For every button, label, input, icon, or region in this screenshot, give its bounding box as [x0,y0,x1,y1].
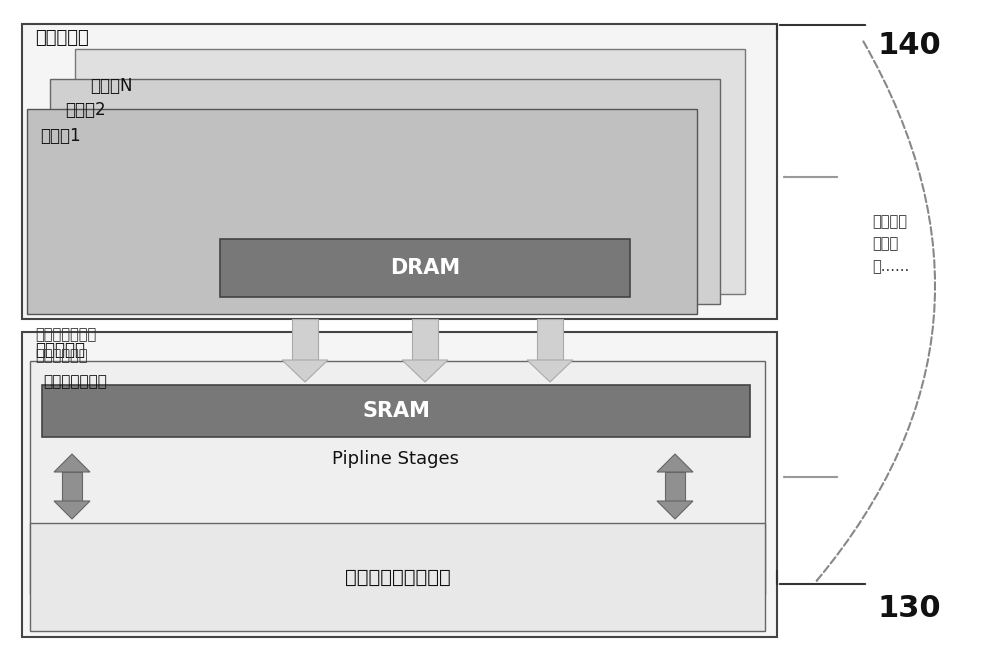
Text: DRAM: DRAM [390,258,460,278]
Bar [62,472,82,501]
Polygon shape [54,501,90,519]
Polygon shape [657,501,693,519]
Bar [665,472,685,501]
Text: 服务器2: 服务器2 [65,101,106,119]
Text: 可编程设备控制平面: 可编程设备控制平面 [345,567,450,587]
Text: 数据报文转发及
状态信息传输: 数据报文转发及 状态信息传输 [35,327,96,363]
Text: 140: 140 [878,31,942,60]
Text: 服务器1: 服务器1 [40,127,81,145]
Polygon shape [527,360,573,382]
Bar [75,49,745,294]
Text: 初始化、
路径建
立......: 初始化、 路径建 立...... [872,214,909,274]
Bar [220,239,630,297]
Text: 服务器N: 服务器N [90,77,132,95]
Bar [30,523,765,631]
Text: 130: 130 [878,594,942,623]
Polygon shape [402,360,448,382]
Bar [30,361,765,594]
Text: 可编程设备: 可编程设备 [35,341,85,359]
Text: 可编程数据平面: 可编程数据平面 [43,374,107,389]
FancyArrowPatch shape [817,42,935,581]
Polygon shape [657,454,693,472]
Polygon shape [54,454,90,472]
Bar [537,319,563,360]
Bar [22,24,777,319]
Text: 服务器集群: 服务器集群 [35,29,89,47]
Bar [27,109,697,314]
Bar [412,319,438,360]
Bar [42,385,750,437]
Text: Pipline Stages: Pipline Stages [332,450,460,468]
Polygon shape [282,360,328,382]
Bar [22,332,777,637]
Text: SRAM: SRAM [362,401,430,421]
Bar [292,319,318,360]
Bar [50,79,720,304]
